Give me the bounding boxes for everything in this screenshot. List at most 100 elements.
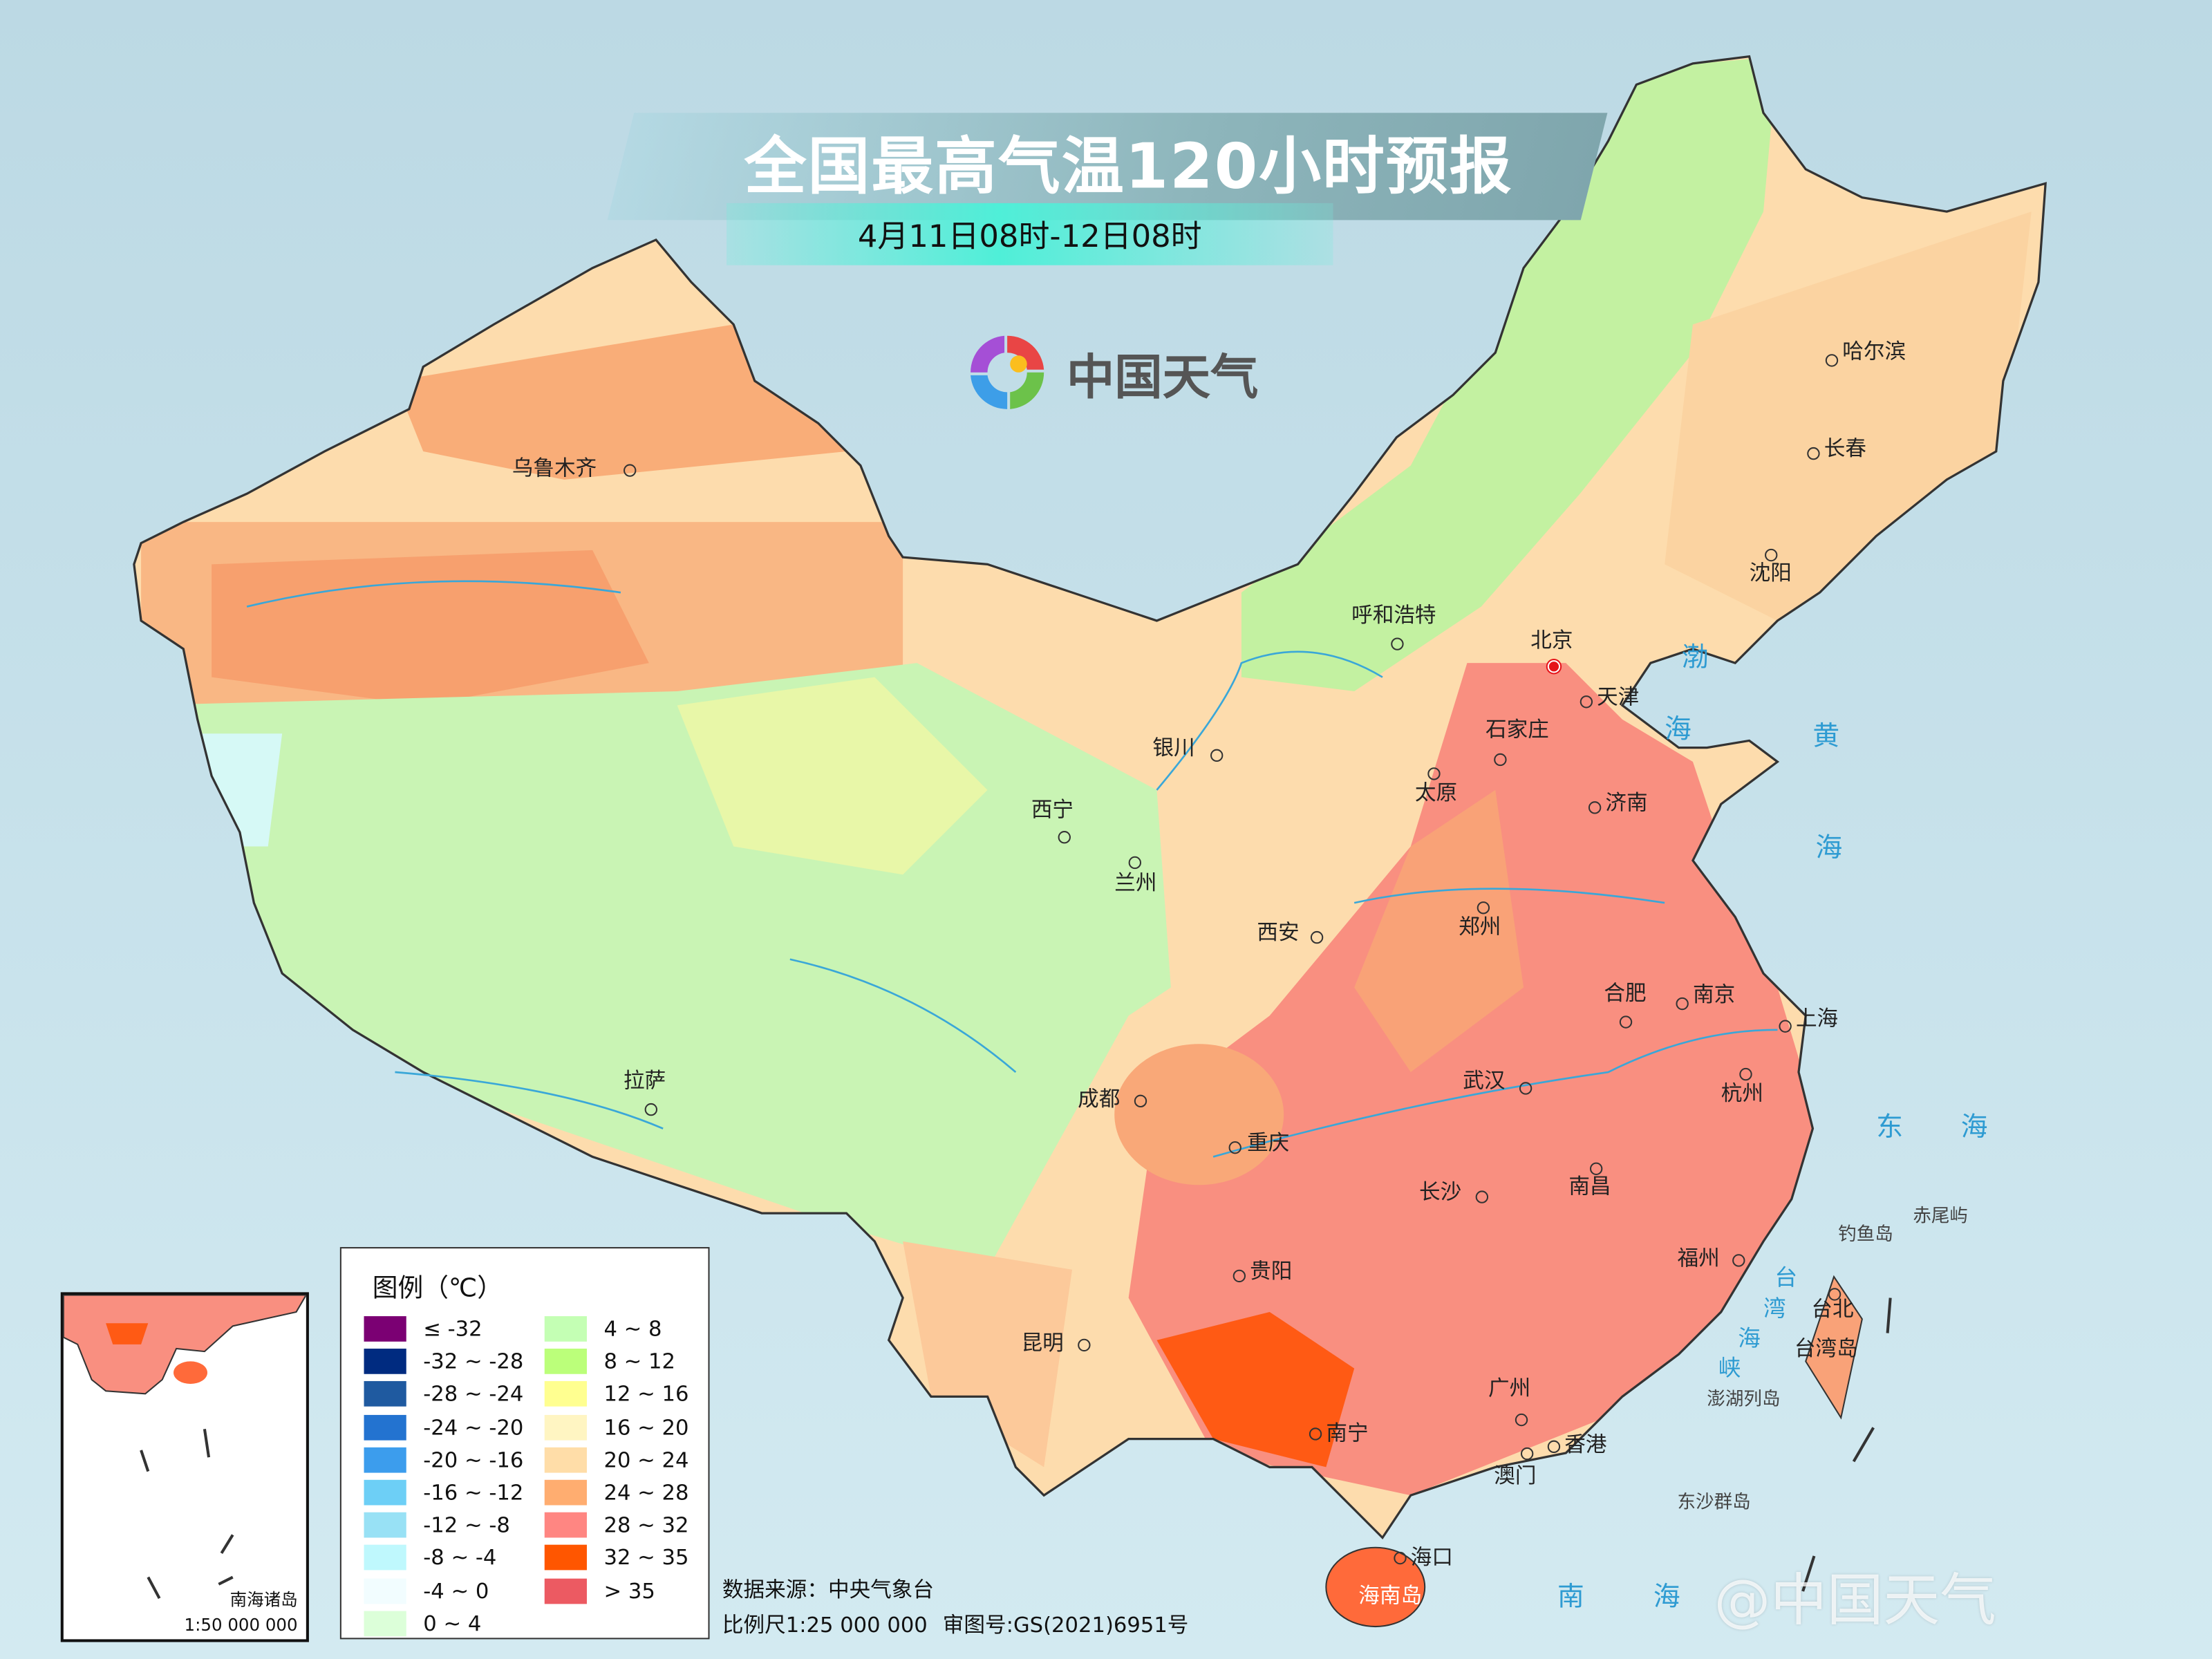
city-nanning: 南宁 <box>1326 1421 1369 1446</box>
city-taipei: 台北 <box>1811 1296 1854 1322</box>
city-dot <box>1058 831 1071 844</box>
city-xining: 西宁 <box>1031 797 1074 823</box>
legend-swatch <box>364 1349 406 1375</box>
city-dot <box>1228 1141 1241 1154</box>
legend-swatch <box>544 1479 587 1506</box>
city-kunming: 昆明 <box>1021 1330 1064 1356</box>
city-harbin: 哈尔滨 <box>1842 338 1906 364</box>
city-dot <box>1825 354 1839 367</box>
city-dot <box>1588 801 1602 814</box>
legend-item: 12 ~ 16 <box>544 1381 689 1407</box>
legend-swatch <box>364 1611 406 1636</box>
city-chengdu: 成都 <box>1078 1086 1121 1112</box>
legend-swatch <box>544 1545 587 1571</box>
place-penghu: 澎湖列岛 <box>1707 1389 1781 1411</box>
south-china-sea-inset: 南海诸岛 1:50 000 000 <box>60 1292 309 1642</box>
swirl-logo-icon <box>971 335 1044 409</box>
legend-label: 28 ~ 32 <box>603 1512 689 1538</box>
city-dot <box>1391 637 1404 650</box>
legend-swatch <box>544 1577 587 1604</box>
legend-item: > 35 <box>544 1577 655 1604</box>
place-diaoyu: 钓鱼岛 <box>1838 1224 1893 1246</box>
legend-label: > 35 <box>603 1577 655 1604</box>
legend-item: 24 ~ 28 <box>544 1479 689 1506</box>
legend-swatch <box>364 1316 406 1342</box>
city-nanchang: 南昌 <box>1568 1173 1611 1199</box>
city-dot <box>624 464 637 477</box>
legend-item: ≤ -32 <box>364 1316 482 1342</box>
city-dot <box>1494 753 1507 767</box>
city-changchun: 长春 <box>1824 435 1867 462</box>
city-dot <box>1475 1190 1489 1203</box>
city-dot <box>1309 1427 1322 1441</box>
inset-scale: 1:50 000 000 <box>184 1615 298 1635</box>
city-dot <box>1128 856 1142 870</box>
city-dot <box>1394 1551 1407 1565</box>
legend: 图例（℃） ≤ -32 -32 ~ -28 -28 ~ -24 -24 ~ -20 -2… <box>339 1247 710 1640</box>
legend-swatch <box>364 1447 406 1473</box>
place-taiwan: 台湾岛 <box>1794 1335 1858 1362</box>
city-changsha: 长沙 <box>1419 1179 1462 1205</box>
legend-item: -12 ~ -8 <box>364 1512 510 1538</box>
sea-label: 海 <box>1653 1581 1680 1613</box>
city-macau: 澳门 <box>1494 1463 1537 1489</box>
legend-label: 32 ~ 35 <box>603 1545 689 1571</box>
city-dot <box>1520 1447 1534 1461</box>
legend-label: -8 ~ -4 <box>423 1545 497 1571</box>
sea-label: 海 <box>1738 1324 1761 1352</box>
legend-swatch <box>544 1349 587 1375</box>
river-lines <box>246 580 1778 1158</box>
sea-label: 峡 <box>1718 1354 1741 1381</box>
legend-item: 16 ~ 20 <box>544 1414 689 1440</box>
legend-item: -24 ~ -20 <box>364 1414 523 1440</box>
place-dongsha: 东沙群岛 <box>1677 1492 1751 1514</box>
sea-label: 渤 <box>1681 641 1709 673</box>
city-hefei: 合肥 <box>1604 980 1647 1006</box>
legend-item: -32 ~ -28 <box>364 1349 523 1375</box>
sea-label: 海 <box>1960 1112 1988 1143</box>
legend-item: 4 ~ 8 <box>544 1316 662 1342</box>
legend-label: 16 ~ 20 <box>603 1414 689 1440</box>
city-dot <box>1619 1015 1633 1029</box>
legend-swatch <box>364 1577 406 1604</box>
sea-label: 海 <box>1815 832 1843 863</box>
sea-label: 湾 <box>1763 1295 1786 1322</box>
city-dot <box>1134 1094 1147 1108</box>
place-chiwei: 赤尾屿 <box>1913 1206 1968 1228</box>
city-guiyang: 贵阳 <box>1250 1258 1293 1284</box>
boundary-dashes <box>1801 1297 1892 1592</box>
legend-swatch <box>544 1381 587 1407</box>
city-wuhan: 武汉 <box>1463 1067 1506 1094</box>
city-guangzhou: 广州 <box>1488 1375 1531 1401</box>
taiwan-island <box>1805 1275 1863 1420</box>
city-tianjin: 天津 <box>1597 684 1640 710</box>
legend-swatch <box>544 1512 587 1538</box>
legend-label: -16 ~ -12 <box>423 1479 524 1506</box>
city-chongqing: 重庆 <box>1247 1130 1290 1156</box>
page-subtitle: 4月11日08时-12日08时 <box>857 220 1202 256</box>
city-hohhot: 呼和浩特 <box>1351 602 1436 628</box>
city-dot <box>1477 901 1490 915</box>
legend-label: 24 ~ 28 <box>603 1479 689 1506</box>
city-taiyuan: 太原 <box>1414 780 1458 806</box>
legend-swatch <box>364 1479 406 1506</box>
city-lanzhou: 兰州 <box>1114 870 1157 896</box>
city-dot <box>1515 1413 1528 1427</box>
logo-text: 中国天气 <box>1066 349 1259 406</box>
legend-label: 4 ~ 8 <box>603 1316 662 1342</box>
legend-item: -20 ~ -16 <box>364 1447 523 1473</box>
china-weather-logo: 中国天气 <box>962 327 1259 418</box>
sea-label: 台 <box>1774 1264 1798 1291</box>
legend-item: -16 ~ -12 <box>364 1479 524 1506</box>
legend-swatch <box>364 1414 406 1440</box>
city-dot <box>1078 1338 1091 1352</box>
legend-item: 20 ~ 24 <box>544 1447 688 1473</box>
sea-label: 海 <box>1665 713 1691 745</box>
city-dot <box>1828 1288 1841 1301</box>
place-hainan: 海南岛 <box>1358 1582 1423 1609</box>
city-dot <box>1676 997 1689 1011</box>
legend-label: 12 ~ 16 <box>603 1381 689 1407</box>
inset-title: 南海诸岛 <box>229 1589 298 1610</box>
city-dot <box>1519 1082 1533 1095</box>
legend-swatch <box>544 1316 587 1342</box>
